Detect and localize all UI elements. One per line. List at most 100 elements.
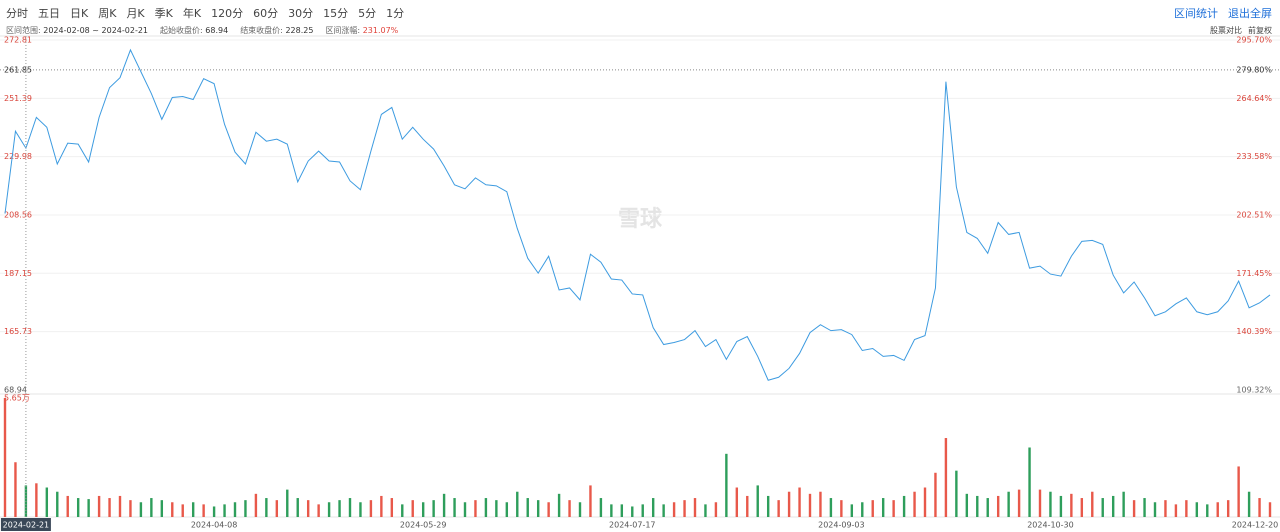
volume-bar — [1111, 495, 1115, 517]
volume-bar — [641, 504, 644, 517]
volume-bar — [495, 500, 498, 517]
y-tick-label: 187.15 — [4, 269, 32, 278]
volume-bar — [421, 502, 425, 517]
period-tab[interactable]: 季K — [154, 7, 173, 20]
volume-bar — [1164, 500, 1167, 517]
y-tick-label: 251.39 — [4, 94, 32, 103]
volume-bar — [808, 493, 812, 517]
volume-bar — [66, 495, 69, 517]
volume-bar — [1080, 498, 1084, 517]
volume-bar — [359, 502, 362, 517]
period-tab[interactable]: 5分 — [358, 7, 377, 20]
volume-bar — [526, 498, 529, 517]
volume-bar — [829, 498, 833, 517]
period-tab[interactable]: 日K — [70, 7, 89, 20]
period-tab[interactable]: 五日 — [38, 7, 60, 20]
volume-bar — [651, 498, 655, 517]
volume-bar — [631, 506, 634, 517]
volume-bar — [139, 502, 143, 517]
volume-bar — [212, 506, 216, 517]
period-tab[interactable]: 30分 — [288, 7, 314, 20]
volume-bar — [516, 491, 519, 517]
volume-bar — [306, 500, 310, 517]
volume-bar — [840, 500, 843, 517]
volume-bar — [1017, 489, 1021, 517]
info-label: 起始收盘价: — [160, 26, 203, 35]
volume-bar — [317, 504, 320, 517]
info-label: 区间范围: — [6, 26, 41, 35]
volume-bar — [296, 498, 299, 517]
volume-bar — [1049, 491, 1052, 517]
info-label: 区间涨幅: — [325, 26, 361, 35]
y2-tick-label: 202.51% — [1236, 211, 1272, 220]
volume-bar — [913, 491, 916, 517]
volume-bar — [411, 500, 414, 517]
volume-bar — [1216, 502, 1219, 517]
y2-tick-label: 109.32% — [1236, 386, 1272, 395]
volume-bar — [725, 453, 728, 517]
volume-bar — [87, 499, 90, 517]
volume-bar — [986, 498, 989, 517]
period-tab[interactable]: 年K — [182, 7, 202, 20]
toolbar-action[interactable]: 区间统计 — [1174, 7, 1218, 20]
reference-y2-label: 279.80% — [1236, 65, 1272, 74]
info-item: 区间范围: 2024-02-08 ~ 2024-02-21 — [6, 25, 148, 36]
info-value: 68.94 — [205, 26, 229, 35]
y2-tick-label: 140.39% — [1236, 327, 1272, 336]
volume-bar — [453, 498, 456, 517]
volume-bar — [160, 500, 164, 517]
info-item: 起始收盘价: 68.94 — [160, 25, 228, 36]
x-tick-label: 2024-05-29 — [400, 521, 447, 530]
volume-bar — [923, 487, 927, 517]
volume-bar — [746, 495, 749, 517]
volume-bar — [118, 495, 122, 517]
volume-bar — [505, 502, 509, 517]
period-tab[interactable]: 1分 — [386, 7, 405, 20]
x-tick-label: 2024-07-17 — [609, 521, 656, 530]
volume-bar — [976, 495, 979, 517]
volume-bar — [1185, 500, 1188, 517]
volume-bar — [672, 502, 676, 517]
y2-tick-label: 295.70% — [1236, 36, 1272, 45]
volume-bar — [181, 504, 184, 517]
volume-bar — [474, 500, 477, 517]
volume-bar — [1247, 491, 1251, 517]
period-tab[interactable]: 周K — [98, 7, 117, 20]
volume-bar — [390, 498, 394, 517]
y2-tick-label: 264.64% — [1236, 94, 1272, 103]
chart-option[interactable]: 前复权 — [1248, 26, 1272, 35]
volume-bar — [965, 493, 969, 517]
x-tick-label: 2024-10-30 — [1027, 521, 1074, 530]
period-tab[interactable]: 15分 — [323, 7, 349, 20]
volume-bar — [327, 502, 331, 517]
period-tab[interactable]: 60分 — [253, 7, 279, 20]
volume-bar — [286, 489, 289, 517]
volume-bar — [244, 500, 247, 517]
volume-bar — [1143, 498, 1146, 517]
price-line — [4, 48, 1271, 381]
volume-bar — [714, 502, 718, 517]
volume-bar — [432, 500, 435, 517]
period-tab[interactable]: 分时 — [6, 7, 28, 20]
volume-bar — [1132, 500, 1136, 517]
volume-bar — [850, 504, 854, 517]
volume-bar — [578, 502, 582, 517]
volume-bar — [275, 500, 279, 517]
volume-bar — [871, 500, 874, 517]
info-label: 结束收盘价: — [240, 26, 283, 35]
toolbar-action[interactable]: 退出全屏 — [1228, 7, 1272, 20]
period-tab[interactable]: 120分 — [211, 7, 244, 20]
x-tick-label: 2024-09-03 — [818, 521, 865, 530]
volume-bar — [861, 502, 864, 517]
volume-bar — [1268, 502, 1272, 517]
volume-bar — [1038, 489, 1042, 517]
volume-bar — [76, 498, 80, 517]
volume-bar — [934, 472, 937, 517]
volume-bar — [610, 504, 613, 517]
y-tick-label: 208.56 — [4, 210, 32, 219]
volume-bar — [3, 398, 7, 517]
volume-bar — [798, 487, 801, 517]
period-tab[interactable]: 月K — [126, 7, 145, 20]
chart-option[interactable]: 股票对比 — [1210, 26, 1242, 35]
volume-bar — [766, 495, 770, 517]
